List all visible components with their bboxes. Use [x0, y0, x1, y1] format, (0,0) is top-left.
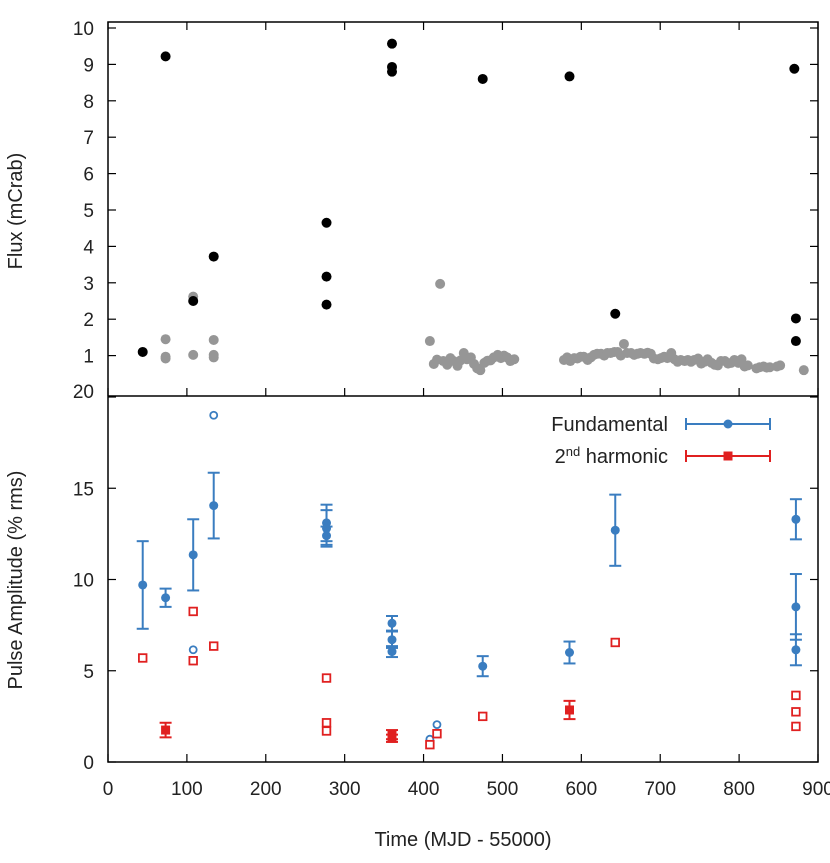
harmonic-open-point [791, 721, 801, 732]
top-ytick-label: 1 [83, 347, 94, 368]
fundamental-open-point [432, 720, 442, 729]
flux-point [321, 271, 332, 282]
flux-point [742, 360, 753, 371]
harmonic-open-point [321, 726, 332, 736]
flux-point [208, 334, 219, 345]
flux-point [208, 352, 219, 363]
flux-point [321, 299, 332, 310]
fundamental-point [322, 523, 332, 533]
flux-point [387, 38, 397, 49]
harmonic-open-point [425, 739, 435, 750]
bottom-ytick-label: 0 [83, 753, 94, 774]
flux-point [321, 217, 332, 228]
flux-point [509, 354, 520, 365]
top-ylabel: Flux (mCrab) [5, 153, 27, 270]
flux-point [610, 308, 621, 319]
pulse-amplitude-panel [136, 410, 802, 750]
fundamental-point [791, 602, 801, 612]
legend-label: 2nd harmonic [555, 444, 668, 469]
flux-point [188, 349, 199, 360]
top-ytick-label: 4 [83, 237, 94, 258]
legend: Fundamental 2nd harmonic [551, 414, 771, 469]
fundamental-point [387, 618, 397, 628]
fundamental-point [387, 647, 397, 657]
flux-point [477, 73, 488, 84]
fundamental-point [791, 514, 801, 524]
top-ytick-label: 6 [83, 165, 94, 186]
xtick-label: 400 [408, 779, 440, 800]
xlabel: Time (MJD - 55000) [374, 829, 551, 851]
top-ytick-label: 8 [83, 92, 94, 113]
flux-point [790, 313, 801, 324]
xtick-label: 100 [171, 779, 203, 800]
fundamental-point [610, 525, 620, 535]
harmonic-point [161, 725, 171, 735]
flux-panel [137, 38, 809, 376]
bottom-ylabel: Pulse Amplitude (% rms) [5, 471, 27, 690]
harmonic-open-point [478, 711, 488, 722]
xtick-label: 0 [103, 779, 114, 800]
fundamental-point [161, 593, 171, 603]
harmonic-open-point [209, 641, 219, 651]
fundamental-point [478, 661, 488, 671]
flux-point [387, 66, 397, 77]
xtick-label: 800 [723, 779, 755, 800]
xtick-label: 900 [802, 779, 830, 800]
flux-point [789, 63, 800, 74]
top-ytick-label: 10 [73, 19, 94, 40]
legend-label: Fundamental [551, 414, 668, 436]
flux-point [435, 278, 446, 289]
flux-point [424, 336, 435, 347]
bottom-ytick-label: 10 [73, 571, 94, 592]
flux-point [160, 51, 171, 62]
flux-point [775, 360, 786, 371]
flux-point [160, 334, 171, 345]
harmonic-open-point [791, 690, 801, 701]
xtick-label: 200 [250, 779, 282, 800]
fundamental-point [565, 648, 574, 657]
top-ytick-label: 7 [83, 128, 94, 149]
top-ytick-label: 3 [83, 274, 94, 295]
harmonic-open-point [610, 637, 620, 648]
flux-point [137, 346, 148, 357]
xtick-label: 300 [329, 779, 361, 800]
flux-point [208, 251, 219, 262]
flux-point [160, 353, 171, 364]
xtick-label: 700 [644, 779, 676, 800]
top-ytick-label: 5 [83, 201, 94, 222]
fundamental-open-point [188, 645, 198, 655]
flux-point [188, 296, 199, 306]
top-ytick-label: 2 [83, 310, 94, 331]
xtick-label: 600 [565, 779, 597, 800]
harmonic-open-point [791, 707, 801, 717]
harmonic-point [565, 705, 574, 715]
harmonic-point [387, 733, 397, 743]
harmonic-open-point [321, 718, 332, 728]
legend-marker [723, 451, 733, 461]
fundamental-point [387, 635, 397, 645]
legend-marker [723, 419, 733, 429]
flux-point [618, 338, 629, 349]
harmonic-open-point [138, 653, 148, 663]
fundamental-point [138, 580, 148, 590]
bottom-ytick-label: 15 [73, 479, 94, 500]
top-ytick-label: 9 [83, 55, 94, 76]
xtick-label: 500 [487, 779, 519, 800]
flux-point [564, 71, 575, 82]
harmonic-open-point [432, 729, 442, 739]
bottom-ytick-label: 20 [73, 382, 94, 403]
fundamental-point [188, 550, 198, 560]
fundamental-point [791, 645, 801, 655]
harmonic-open-point [188, 656, 198, 666]
flux-point [798, 365, 809, 376]
flux-point [790, 336, 801, 347]
fundamental-point [209, 501, 219, 511]
fundamental-open-point [209, 410, 219, 420]
bottom-ytick-label: 5 [83, 662, 94, 683]
harmonic-open-point [321, 673, 332, 683]
harmonic-open-point [188, 606, 198, 617]
